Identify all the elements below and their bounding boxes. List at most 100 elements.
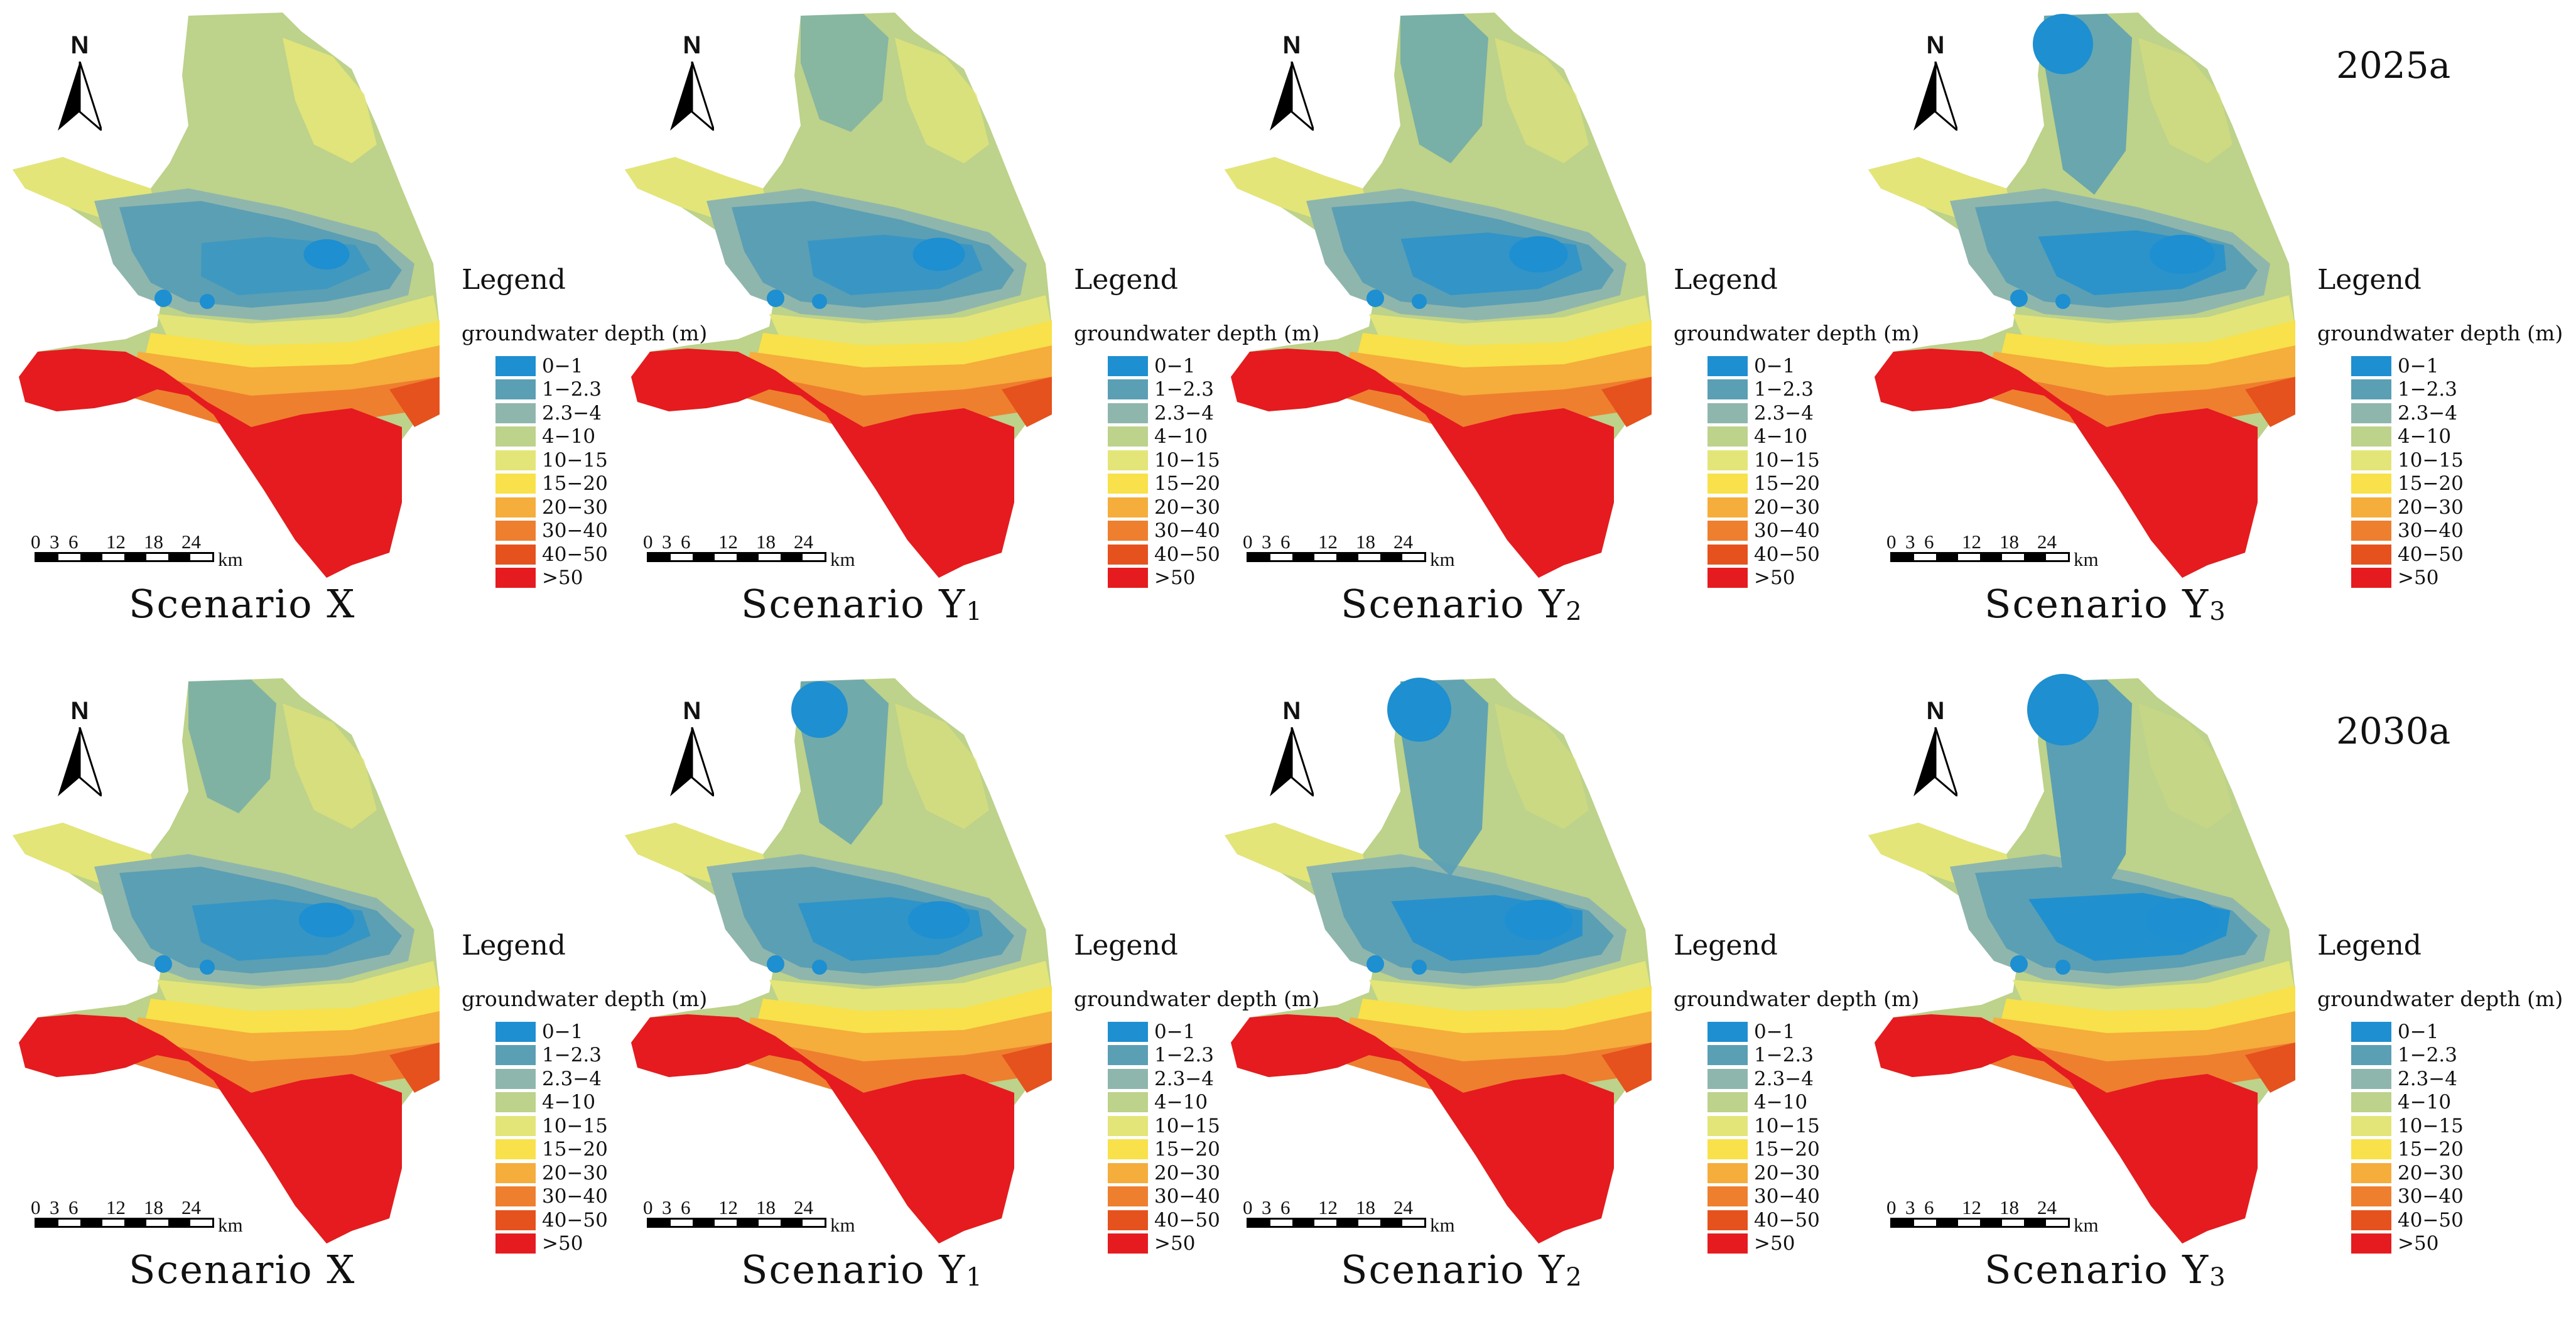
scale-tick-label: 3 [1905,531,1915,553]
legend-label: 4−10 [1754,1091,1808,1114]
zone-10-15-ne [1495,703,1589,829]
legend-item: 30−40 [2351,1185,2563,1209]
scale-tick-label: 24 [2037,1196,2057,1218]
scale-ticks: 0 3 6 12 18 24 [31,1196,214,1218]
legend-swatch [1707,1068,1748,1089]
legend-label: >50 [1754,1232,1795,1255]
legend: Legend groundwater depth (m) 0−1 1−2.3 2… [462,929,707,1255]
scale-tick-label: 18 [756,531,776,553]
zone-40-50 [1601,1043,1652,1093]
legend-item: 0−1 [1108,1020,1319,1044]
legend-label: >50 [1754,566,1795,590]
scale-unit: km [218,1214,243,1236]
scale-bar: 0 3 6 12 18 24 km [643,1196,855,1236]
legend-swatch [1707,1162,1748,1183]
legend-item: 1−2.3 [1707,1044,1919,1068]
zone-40-50 [389,1043,440,1093]
legend-label: 30−40 [1754,519,1820,543]
legend-swatch [1707,355,1748,376]
legend-label: 1−2.3 [2398,378,2457,401]
north-arrow-icon: N [1913,31,1957,131]
legend-label: 0−1 [2398,1020,2439,1043]
scenario-title: Scenario X [129,1247,355,1292]
scale-bar-graphic [1247,552,1426,562]
legend-swatch [495,1092,536,1113]
legend-item: 20−30 [1108,1161,1319,1185]
zone-0-1-spot [154,290,172,307]
scale-tick-label: 0 [31,531,41,553]
zone-1-2-3-north [188,680,276,813]
legend-label: 15−20 [1754,472,1820,496]
zone-15-20-band [2000,986,2295,1039]
scenario-title: Scenario Y2 [1341,1247,1583,1292]
scale-tick-label: 0 [1886,531,1897,553]
legend-item: 1−2.3 [495,378,707,402]
scale-bar: 0 3 6 12 18 24 km [1886,531,2099,570]
legend-item: 2.3−4 [495,1067,707,1091]
legend-label: 4−10 [1754,425,1808,448]
legend-swatch [2351,497,2391,517]
legend-item: >50 [2351,1232,2563,1256]
scale-tick-label: 6 [1924,531,1934,553]
legend-label: 1−2.3 [1154,1044,1214,1067]
legend-item: 40−50 [1707,543,1919,566]
scale-bar: 0 3 6 12 18 24 km [1243,1196,1455,1236]
legend-swatch [1108,1139,1148,1160]
legend-list: 0−1 1−2.3 2.3−4 4−10 10−15 15−20 20−30 3… [1707,1020,1919,1255]
legend-swatch [1108,568,1148,588]
north-label: N [1926,697,1945,725]
scale-bar: 0 3 6 12 18 24 km [31,1196,243,1236]
legend-title: Legend [462,264,566,296]
legend-label: 15−20 [1154,1138,1220,1161]
scenario-subscript: 2 [1566,1263,1583,1292]
legend-label: 4−10 [2398,425,2452,448]
scale-bar-graphic [647,552,826,562]
legend-label: 15−20 [1154,472,1220,496]
legend-list: 0−1 1−2.3 2.3−4 4−10 10−15 15−20 20−30 3… [495,354,707,590]
legend-item: 15−20 [2351,472,2563,496]
legend-label: >50 [2398,1232,2439,1255]
legend-item: 10−15 [1707,1114,1919,1138]
legend-title: Legend [1674,929,1778,962]
zone-15-20-band [2000,320,2295,374]
legend-subtitle: groundwater depth (m) [1674,987,1920,1011]
zone-over-50 [1875,1014,2258,1243]
zone-40-50 [2245,377,2295,427]
north-arrow-icon: N [670,31,714,131]
zone-10-15-ne [2138,38,2232,163]
scale-ticks: 0 3 6 12 18 24 [1243,1196,1426,1218]
scale-bar-graphic [35,1218,214,1228]
legend-swatch [495,521,536,541]
legend-label: 10−15 [2398,1114,2464,1137]
legend-swatch [1707,521,1748,541]
north-label: N [70,31,89,59]
legend-item: >50 [1707,566,1919,590]
legend-label: 40−50 [1754,1208,1820,1232]
legend-label: 40−50 [1154,1208,1220,1232]
map-panel: N Legend groundwater depth (m) 0−1 1−2.3… [612,0,1319,656]
scale-tick-label: 12 [1318,531,1338,553]
scale-ticks: 0 3 6 12 18 24 [1886,1196,2070,1218]
zone-0-1-north [791,681,848,738]
legend-label: 4−10 [1154,425,1208,448]
scale-bar-graphic [35,552,214,562]
legend-item: >50 [1108,1232,1319,1256]
legend-label: 40−50 [1754,543,1820,566]
legend-item: 40−50 [1707,1208,1919,1232]
zone-15-20-band [144,986,440,1039]
zone-1-2-3-north [801,14,889,132]
scenario-name: Scenario Y [741,1247,966,1292]
scale-tick-label: 24 [794,531,813,553]
scenario-name: Scenario Y [741,581,966,627]
scale-bar-graphic [1247,1218,1426,1228]
legend-label: 2.3−4 [1754,1067,1814,1090]
legend-item: 4−10 [1707,425,1919,449]
scale-tick-label: 0 [1243,531,1253,553]
legend-item: 40−50 [1108,543,1319,566]
legend-item: 4−10 [1108,1091,1319,1115]
legend-swatch [495,1068,536,1089]
legend-label: 20−30 [1154,496,1220,519]
legend-label: >50 [542,1232,583,1255]
legend-item: 30−40 [495,1185,707,1209]
scale-tick-label: 0 [1243,1196,1253,1218]
